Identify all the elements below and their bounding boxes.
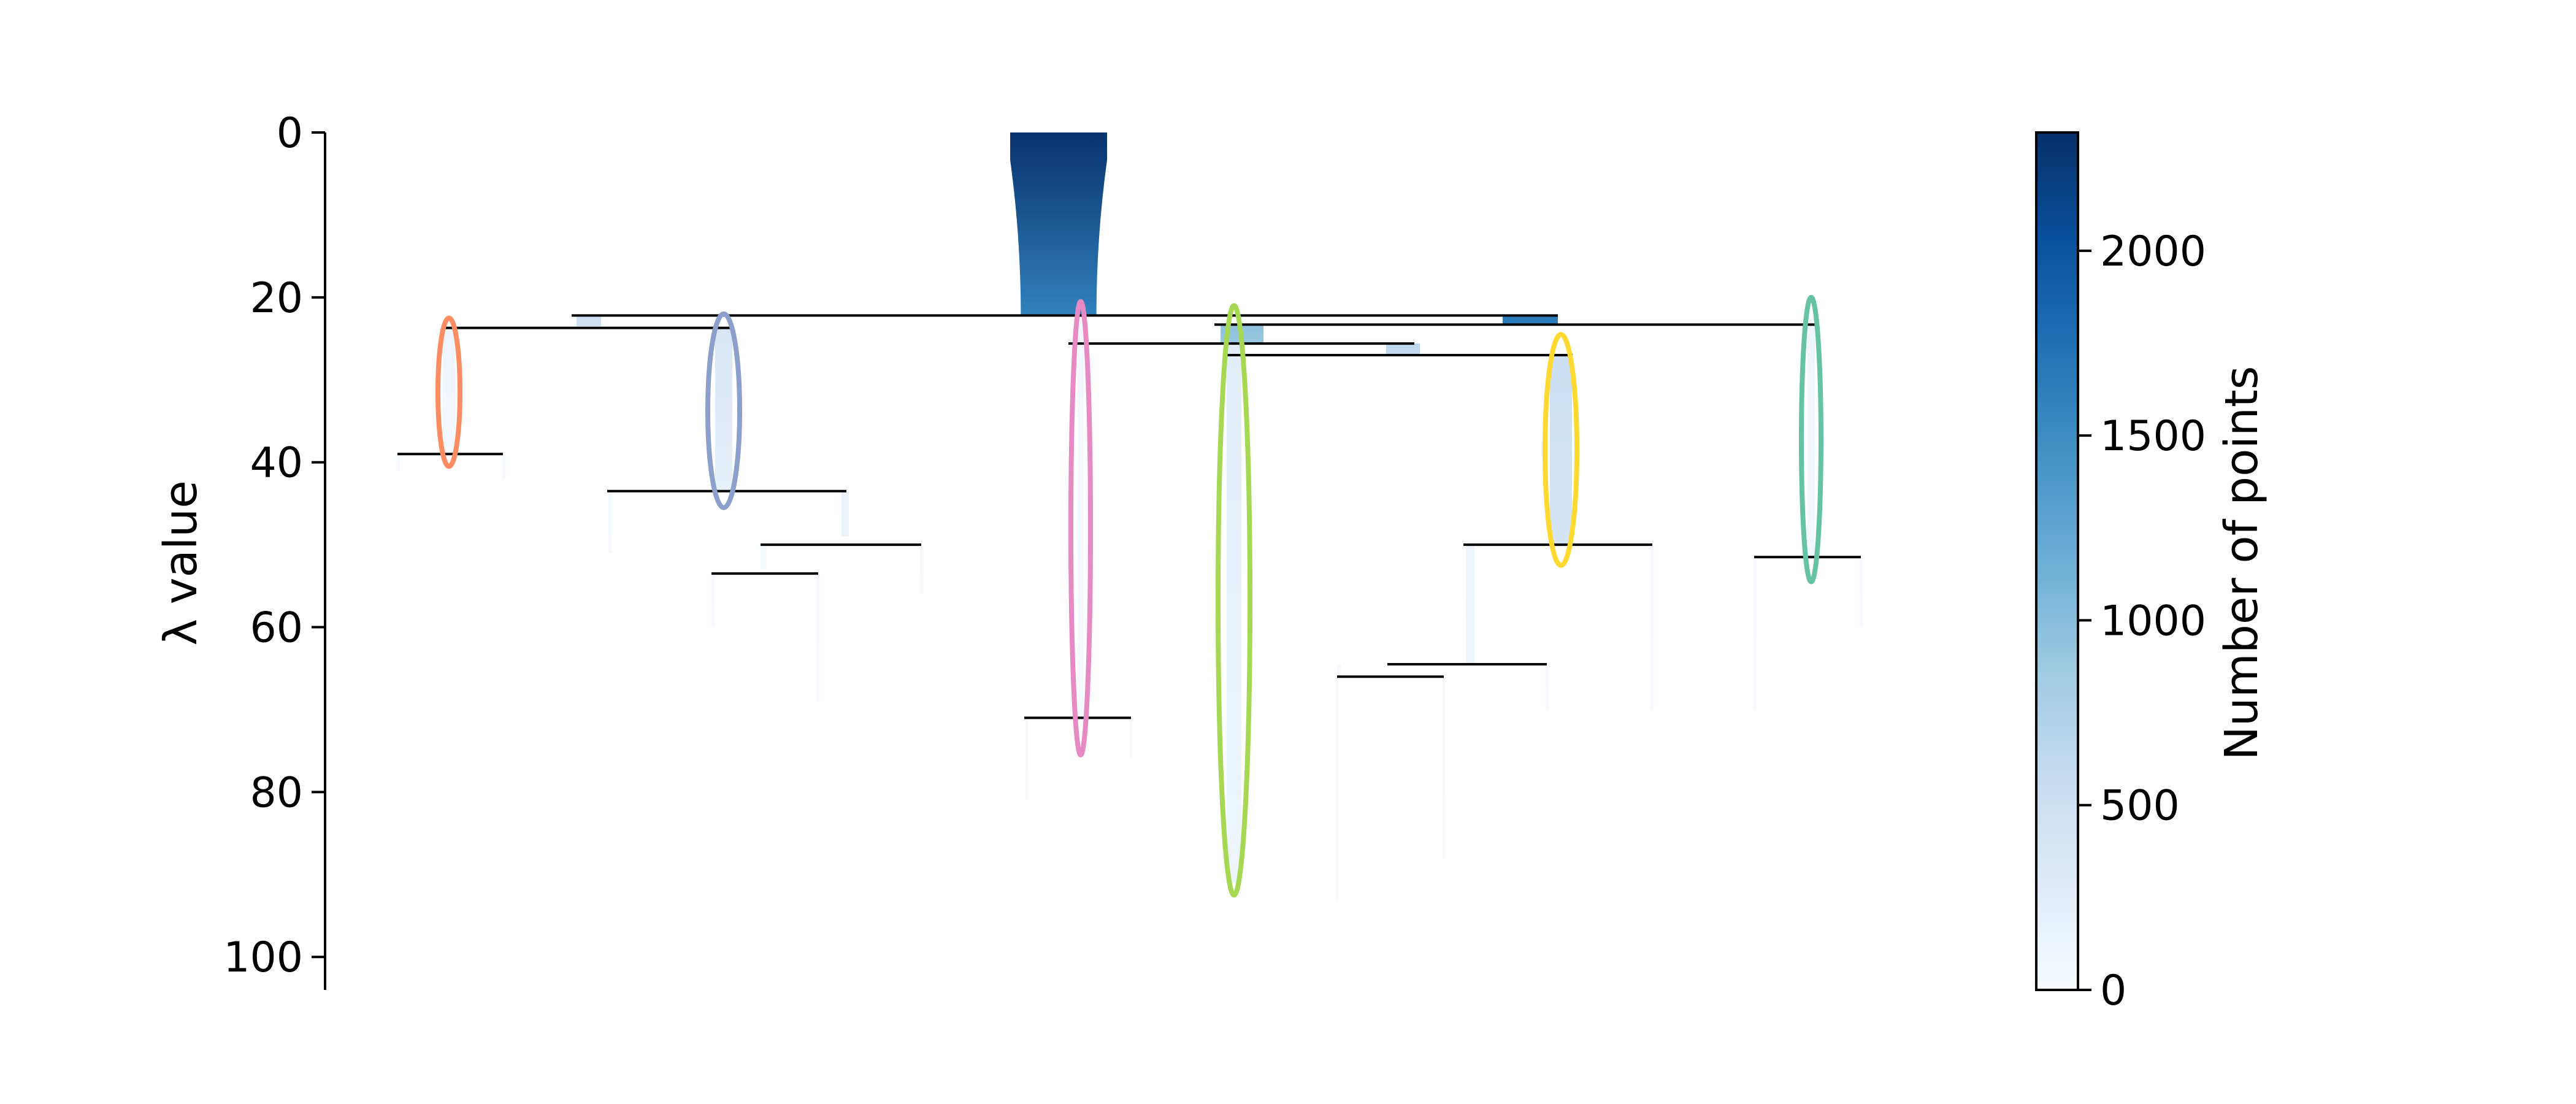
branch-c2 — [715, 328, 732, 491]
colorbar-tick-label: 0 — [2100, 967, 2126, 1015]
branch-c1 — [443, 328, 455, 454]
y-tick-label: 0 — [277, 109, 303, 158]
branch-c3 — [1078, 315, 1084, 718]
y-tick-label: 100 — [223, 933, 303, 982]
branch-l1 — [396, 454, 400, 470]
branch-l8 — [816, 573, 819, 701]
tree-split-lines — [397, 315, 1861, 718]
branch-l14 — [1546, 664, 1549, 710]
branch-c4 — [1227, 343, 1241, 883]
branch-root — [1010, 132, 1107, 315]
branch-l12 — [1650, 545, 1654, 710]
branch-b1 — [577, 315, 601, 326]
branch-l18 — [1860, 557, 1863, 627]
branch-l3 — [608, 491, 612, 553]
tree-branches — [396, 132, 1863, 899]
colorbar-tick-label: 1000 — [2100, 597, 2206, 645]
branch-l5 — [761, 545, 767, 569]
y-axis: 0 20 40 60 80 100 λ value — [155, 109, 325, 990]
colorbar-tick-label: 500 — [2100, 782, 2180, 830]
colorbar-ticks: 0 500 1000 1500 2000 — [2078, 228, 2206, 1015]
branch-l9 — [1025, 718, 1028, 800]
y-tick-label: 40 — [250, 439, 303, 488]
branch-l16 — [1443, 677, 1445, 858]
branch-b2 — [1503, 315, 1558, 324]
branch-b4 — [1386, 343, 1420, 355]
colorbar-tick-label: 1500 — [2100, 412, 2206, 461]
colorbar-gradient — [2036, 132, 2078, 990]
y-tick-label: 60 — [250, 604, 303, 653]
colorbar: 0 500 1000 1500 2000 Number of points — [2036, 132, 2268, 1015]
branch-l10 — [1130, 718, 1132, 759]
branch-l17 — [1753, 557, 1757, 710]
branch-l13 — [1337, 664, 1341, 677]
branch-c6 — [1807, 324, 1815, 557]
selected-cluster-ellipses — [438, 297, 1821, 895]
branch-l6 — [920, 545, 924, 594]
branch-l7 — [711, 573, 715, 627]
y-ticks: 0 20 40 60 80 100 — [223, 109, 325, 982]
branch-c5 — [1550, 355, 1572, 545]
branch-l15 — [1336, 677, 1338, 899]
colorbar-title: Number of points — [2215, 366, 2268, 761]
branch-l2 — [502, 454, 505, 478]
y-tick-label: 80 — [250, 769, 303, 817]
branch-l4 — [841, 491, 849, 537]
colorbar-tick-label: 2000 — [2100, 228, 2206, 276]
branch-l11 — [1466, 545, 1474, 664]
y-tick-label: 20 — [250, 274, 303, 323]
y-axis-title: λ value — [155, 480, 207, 645]
